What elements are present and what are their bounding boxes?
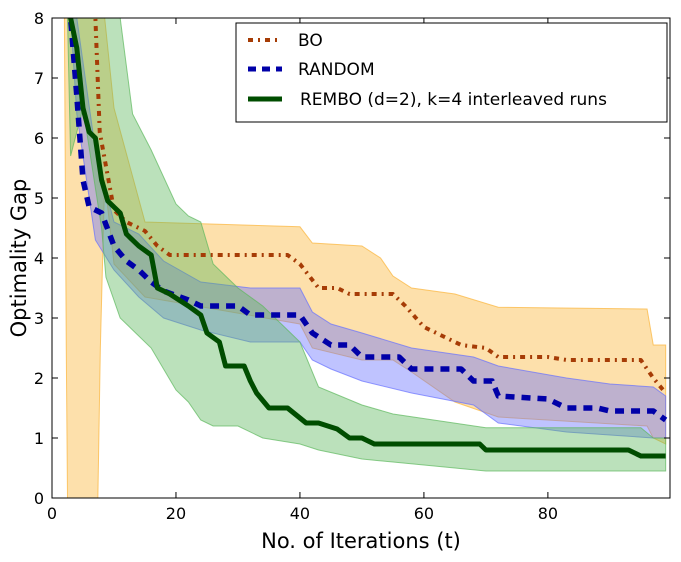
series-lines [67, 18, 668, 459]
legend-label-random: RANDOM [298, 60, 375, 80]
legend-label-rembo: REMBO (d=2), k=4 interleaved runs [300, 90, 607, 110]
x-tick-label: 20 [166, 504, 186, 523]
y-tick-label: 6 [34, 129, 44, 148]
x-axis-label: No. of Iterations (t) [261, 529, 461, 553]
y-tick-label: 0 [34, 489, 44, 508]
y-tick-label: 2 [34, 369, 44, 388]
x-tick-label: 60 [414, 504, 434, 523]
series-line-0 [93, 18, 668, 395]
band-0 [63, 18, 667, 498]
y-tick-label: 1 [34, 429, 44, 448]
y-tick-label: 4 [34, 249, 44, 268]
y-tick-label: 8 [34, 9, 44, 28]
axis-ticks: 0 20 40 60 80 0 1 2 3 4 5 6 7 8 [34, 9, 670, 523]
series-line-2 [68, 18, 666, 459]
x-tick-label: 40 [290, 504, 310, 523]
y-tick-label: 3 [34, 309, 44, 328]
legend-label-bo: BO [298, 31, 323, 51]
x-tick-label: 80 [538, 504, 558, 523]
y-tick-label: 5 [34, 189, 44, 208]
series-line-1 [67, 18, 668, 423]
legend-box [235, 22, 668, 123]
x-tick-label: 0 [47, 504, 57, 523]
y-axis-label: Optimality Gap [7, 179, 31, 338]
y-tick-label: 7 [34, 69, 44, 88]
legend: BO RANDOM REMBO (d=2), k=4 interleaved r… [235, 22, 668, 123]
